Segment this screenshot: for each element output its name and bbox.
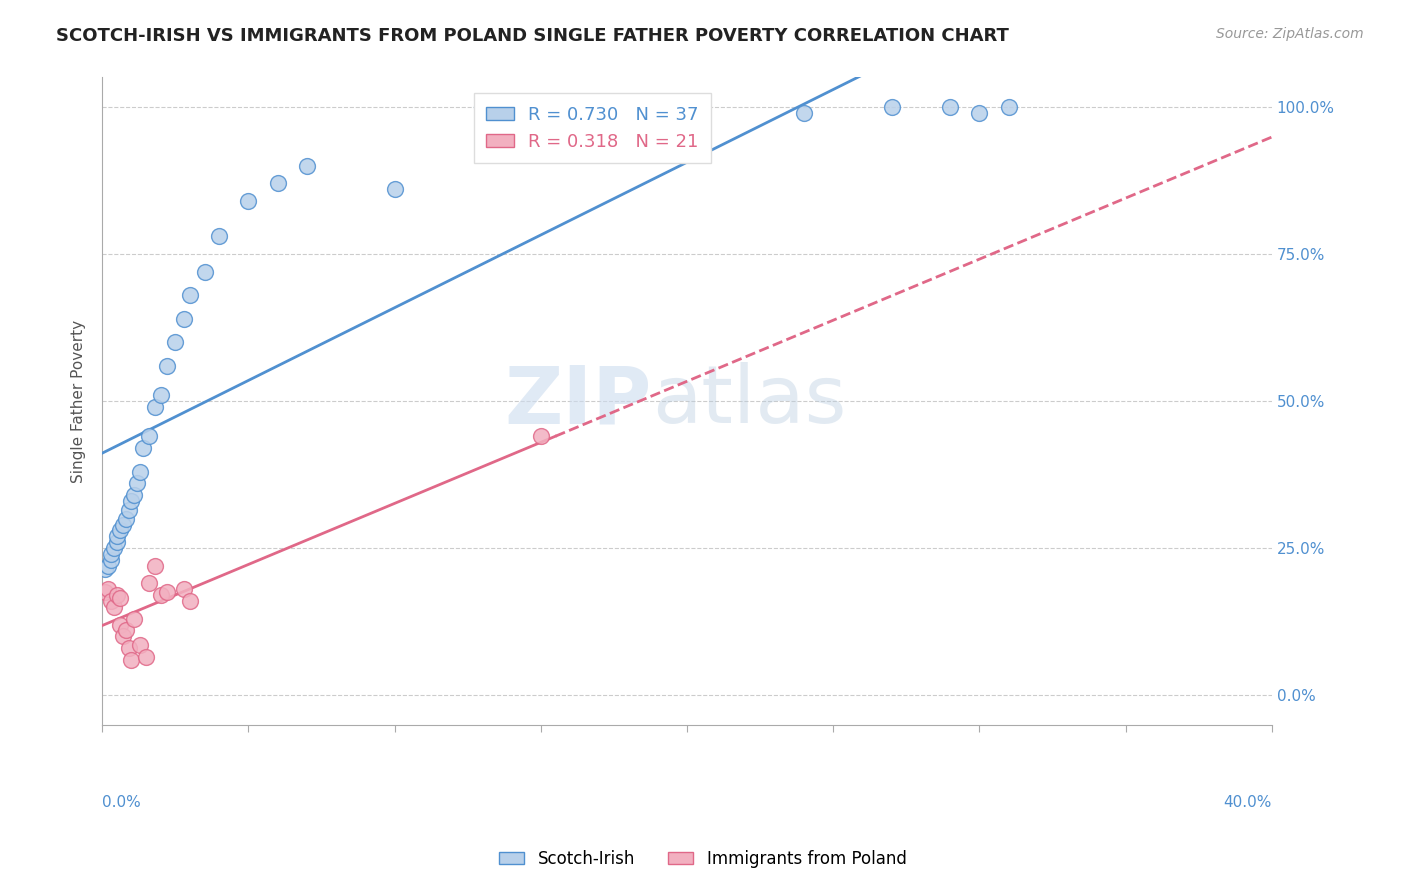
Text: 0.0%: 0.0%: [103, 796, 141, 810]
Text: SCOTCH-IRISH VS IMMIGRANTS FROM POLAND SINGLE FATHER POVERTY CORRELATION CHART: SCOTCH-IRISH VS IMMIGRANTS FROM POLAND S…: [56, 27, 1010, 45]
Point: [997, 100, 1019, 114]
Point: [208, 229, 231, 244]
Point: [120, 494, 142, 508]
Point: [108, 617, 131, 632]
Point: [94, 562, 117, 576]
Point: [100, 594, 122, 608]
Point: [114, 512, 136, 526]
Point: [295, 159, 318, 173]
Point: [149, 388, 172, 402]
Point: [676, 123, 699, 137]
Point: [138, 429, 160, 443]
Point: [149, 588, 172, 602]
Point: [793, 105, 815, 120]
Point: [135, 650, 157, 665]
Point: [108, 591, 131, 606]
Point: [880, 100, 903, 114]
Point: [97, 582, 120, 597]
Point: [173, 311, 195, 326]
Point: [179, 594, 201, 608]
Point: [129, 638, 152, 652]
Point: [100, 553, 122, 567]
Point: [155, 359, 177, 373]
Point: [266, 177, 288, 191]
Point: [111, 629, 134, 643]
Legend: R = 0.730   N = 37, R = 0.318   N = 21: R = 0.730 N = 37, R = 0.318 N = 21: [474, 93, 711, 163]
Text: 40.0%: 40.0%: [1223, 796, 1272, 810]
Point: [114, 624, 136, 638]
Point: [173, 582, 195, 597]
Point: [143, 558, 166, 573]
Point: [143, 400, 166, 414]
Point: [94, 585, 117, 599]
Point: [939, 100, 962, 114]
Point: [117, 503, 139, 517]
Point: [179, 288, 201, 302]
Point: [105, 529, 128, 543]
Point: [105, 535, 128, 549]
Point: [127, 476, 149, 491]
Point: [124, 488, 146, 502]
Point: [155, 585, 177, 599]
Point: [103, 599, 125, 614]
Point: [97, 558, 120, 573]
Point: [120, 653, 142, 667]
Point: [138, 576, 160, 591]
Text: Source: ZipAtlas.com: Source: ZipAtlas.com: [1216, 27, 1364, 41]
Point: [100, 547, 122, 561]
Point: [108, 524, 131, 538]
Point: [471, 100, 494, 114]
Text: atlas: atlas: [652, 362, 846, 440]
Point: [105, 588, 128, 602]
Point: [111, 517, 134, 532]
Point: [132, 441, 155, 455]
Point: [193, 264, 215, 278]
Point: [103, 541, 125, 555]
Point: [558, 135, 581, 149]
Point: [117, 641, 139, 656]
Legend: Scotch-Irish, Immigrants from Poland: Scotch-Irish, Immigrants from Poland: [492, 844, 914, 875]
Point: [129, 465, 152, 479]
Point: [969, 105, 991, 120]
Point: [530, 429, 553, 443]
Point: [165, 335, 187, 350]
Point: [384, 182, 406, 196]
Point: [238, 194, 260, 208]
Text: ZIP: ZIP: [505, 362, 652, 440]
Y-axis label: Single Father Poverty: Single Father Poverty: [72, 319, 86, 483]
Point: [124, 612, 146, 626]
